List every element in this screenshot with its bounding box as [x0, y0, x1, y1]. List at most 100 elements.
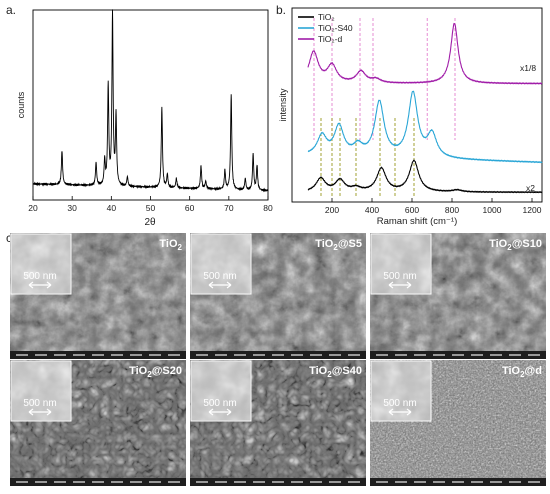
sample-label: TiO2: [159, 238, 182, 252]
sem-image: 500 nm TiO2@S10: [370, 233, 546, 359]
x-tick-label: 1000: [483, 205, 502, 215]
sem-info-bar-text: [16, 354, 28, 356]
sem-info-bar-text: [490, 354, 502, 356]
sem-info-bar-text: [168, 354, 180, 356]
sem-info-bar-text: [149, 481, 161, 483]
sem-info-bar-text: [253, 481, 265, 483]
sample-label-main: TiO: [309, 365, 328, 377]
panel-b-xlabel: Raman shift (cm⁻¹): [377, 216, 458, 227]
sem-info-bar-text: [196, 354, 208, 356]
sem-info-bar-text: [490, 481, 502, 483]
scale-bar-arrowheads: [28, 408, 52, 416]
scale-bar-label: 500 nm: [23, 271, 56, 282]
sem-info-bar-text: [73, 354, 85, 356]
sem-info-bar-text: [130, 354, 142, 356]
sem-info-bar-text: [130, 481, 142, 483]
sem-image: 500 nm TiO2@S5: [190, 233, 366, 359]
sem-inset-texture: [192, 235, 250, 293]
x-tick-label: 80: [263, 203, 273, 213]
sem-inset-texture: [372, 362, 430, 420]
sem-info-bar-text: [452, 354, 464, 356]
sem-inset-texture: [372, 235, 430, 293]
annotation-x1-8: x1/8: [520, 63, 536, 73]
x-tick-label: 200: [325, 205, 339, 215]
scale-bar-arrowheads: [388, 408, 412, 416]
scale-bar-arrowheads: [208, 281, 232, 289]
sample-label-rest: @S20: [152, 365, 182, 377]
sem-inset-texture: [192, 362, 250, 420]
sem-info-bar-text: [92, 354, 104, 356]
sem-info-bar-text: [395, 481, 407, 483]
sem-info-bar-text: [111, 481, 123, 483]
sample-label-sub: 2: [327, 370, 332, 379]
sem-info-bar-text: [149, 354, 161, 356]
x-tick-label: 800: [445, 205, 459, 215]
annotation-x2: x2: [526, 183, 535, 193]
sample-label-sub: 2: [507, 243, 512, 252]
sample-label-sub: 2: [333, 243, 338, 252]
sem-info-bar-text: [310, 481, 322, 483]
panel-b-label: b.: [276, 3, 286, 17]
sem-info-bar-text: [528, 354, 540, 356]
raman-series-2: [307, 22, 543, 85]
legend-label: TiO₂: [318, 12, 335, 22]
scale-bar-label: 500 nm: [23, 398, 56, 409]
sem-info-bar-text: [272, 354, 284, 356]
sem-info-bar-text: [196, 481, 208, 483]
scale-bar-arrowheads: [388, 281, 412, 289]
sample-label-sub: 2: [147, 370, 152, 379]
panel-b-frame: [291, 7, 543, 203]
sem-info-bar-text: [348, 354, 360, 356]
sem-info-bar-text: [111, 354, 123, 356]
sample-label-main: TiO: [489, 238, 508, 250]
sample-label-main: TiO: [159, 238, 178, 250]
legend-label: TiO₂-d: [318, 34, 343, 44]
sem-info-bar-text: [168, 481, 180, 483]
scale-bar-label: 500 nm: [203, 271, 236, 282]
panel-a-ylabel: counts: [16, 91, 26, 118]
sem-info-bar-text: [92, 481, 104, 483]
sem-info-bar-text: [16, 481, 28, 483]
sample-label: TiO2@S5: [315, 238, 362, 252]
sem-info-bar-text: [414, 481, 426, 483]
x-tick-label: 70: [224, 203, 234, 213]
sem-info-bar-text: [310, 354, 322, 356]
sem-info-bar-text: [54, 354, 66, 356]
sem-inset-texture: [12, 235, 70, 293]
scale-bar-label: 500 nm: [203, 398, 236, 409]
sem-image: 500 nm TiO2@S40: [190, 360, 366, 486]
scale-bar-label: 500 nm: [383, 271, 416, 282]
panel-a-x-ticks: 20 30 40 50 60 70 80: [28, 196, 273, 213]
sample-label: TiO2@S40: [309, 365, 362, 379]
sem-info-bar-text: [215, 354, 227, 356]
x-tick-label: 40: [107, 203, 117, 213]
sem-info-bar-text: [348, 481, 360, 483]
x-tick-label: 1200: [523, 205, 542, 215]
sem-info-bar-text: [35, 354, 47, 356]
x-tick-label: 50: [146, 203, 156, 213]
sample-label-rest: @S5: [338, 238, 362, 250]
sem-info-bar-text: [471, 481, 483, 483]
sem-info-bar-text: [291, 354, 303, 356]
x-tick-label: 600: [405, 205, 419, 215]
sem-info-bar-text: [376, 481, 388, 483]
sample-label-sub: 2: [178, 243, 183, 252]
panel-b-reference-lines: [313, 18, 456, 198]
sem-info-bar-text: [395, 354, 407, 356]
scale-bar-arrowheads: [28, 281, 52, 289]
sample-label-main: TiO: [129, 365, 148, 377]
sem-info-bar-text: [215, 481, 227, 483]
sem-image: 500 nm TiO2@S20: [10, 360, 186, 486]
sem-image: 500 nm TiO2: [10, 233, 186, 359]
panel-b-series: [307, 22, 543, 194]
sem-info-bar-text: [414, 354, 426, 356]
sample-label-sub: 2: [520, 370, 525, 379]
sem-info-bar-text: [376, 354, 388, 356]
sem-info-bar-text: [35, 481, 47, 483]
sem-info-bar-text: [433, 481, 445, 483]
sem-info-bar-text: [272, 481, 284, 483]
panel-a-label: a.: [6, 3, 16, 17]
